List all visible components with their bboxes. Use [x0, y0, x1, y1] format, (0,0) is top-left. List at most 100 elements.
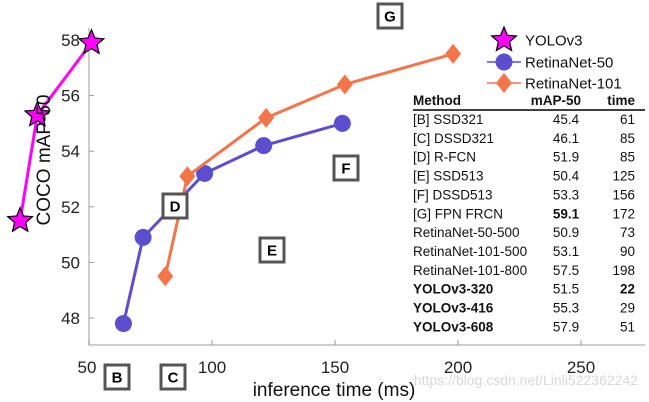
table-row: YOLOv3-416 55.3 29	[413, 301, 635, 316]
cell-time: 29	[620, 301, 635, 316]
x-axis-title: inference time (ms)	[253, 380, 416, 401]
table-header-time: time	[607, 93, 635, 108]
table-row: [G] FPN FRCN 59.1 172	[413, 206, 635, 221]
annotation-label: F	[341, 161, 350, 178]
data-point	[179, 166, 196, 187]
data-point	[77, 28, 106, 55]
cell-method: [F] DSSD513	[413, 187, 493, 202]
cell-time: 125	[612, 169, 635, 184]
x-tick-label: 50	[78, 358, 97, 377]
annotation-frame	[258, 236, 286, 264]
cell-method: RetinaNet-101-500	[413, 244, 527, 259]
data-point	[258, 107, 275, 128]
table-header-map: mAP-50	[531, 93, 581, 108]
cell-map: 53.3	[553, 187, 579, 202]
cell-method: [D] R-FCN	[413, 150, 476, 165]
legend-item-yolov3: YOLOv3	[490, 25, 583, 52]
cell-method: YOLOv3-416	[413, 301, 494, 316]
cell-time: 61	[620, 112, 635, 127]
cell-method: RetinaNet-101-800	[413, 263, 527, 278]
y-tick-label: 58	[61, 31, 80, 50]
legend-marker	[496, 73, 512, 93]
cell-time: 22	[620, 282, 635, 297]
x-tick-label: 150	[321, 358, 349, 377]
legend-item-retinanet-50: RetinaNet-50	[487, 53, 613, 72]
cell-method: [C] DSSD321	[413, 131, 494, 146]
cell-time: 90	[620, 244, 635, 259]
table-row: [D] R-FCN 51.9 85	[413, 150, 635, 165]
cell-method: [E] SSD513	[413, 169, 484, 184]
data-point	[445, 43, 462, 64]
x-tick-label: 250	[567, 358, 595, 377]
series-yolov3	[6, 28, 106, 233]
cell-method: YOLOv3-608	[413, 319, 494, 334]
annotation-frame	[376, 2, 404, 30]
annotation-frame	[161, 192, 189, 220]
table-row: [B] SSD321 45.4 61	[413, 112, 635, 127]
annotation-frame	[103, 363, 131, 391]
cell-time: 198	[612, 263, 635, 278]
data-point	[114, 315, 132, 333]
data-point	[6, 206, 34, 233]
data-point	[134, 228, 152, 246]
legend-marker	[490, 25, 518, 52]
cell-time: 85	[620, 131, 635, 146]
cell-map: 57.9	[553, 319, 579, 334]
legend: YOLOv3 RetinaNet-50 RetinaNet-101	[487, 25, 622, 93]
cell-map: 57.5	[553, 263, 579, 278]
legend-label: RetinaNet-50	[525, 55, 613, 72]
annotations: B C D E F G	[103, 2, 404, 391]
annotation-label: B	[112, 370, 123, 387]
series-line	[18, 41, 93, 221]
cell-map: 51.5	[553, 282, 579, 297]
data-point	[255, 137, 273, 155]
cell-map: 51.9	[553, 150, 579, 165]
cell-method: [G] FPN FRCN	[413, 206, 503, 221]
cell-map: 45.4	[553, 112, 580, 127]
annotation-label: C	[168, 370, 179, 387]
cell-time: 85	[620, 150, 635, 165]
cell-time: 156	[612, 187, 635, 202]
cell-method: [B] SSD321	[413, 112, 484, 127]
cell-time: 172	[612, 206, 635, 221]
series-line	[121, 121, 343, 324]
series-line	[163, 52, 454, 277]
annotation-label: G	[384, 9, 396, 26]
table-row: RetinaNet-50-500 50.9 73	[413, 225, 635, 240]
results-table: Method mAP-50 time [B] SSD321 45.4 61 [C] DSSD…	[413, 93, 645, 334]
legend-marker	[495, 53, 513, 71]
cell-map: 50.4	[553, 169, 580, 184]
annotation-box-g: G	[376, 2, 404, 30]
data-point	[336, 74, 353, 95]
x-tick-label: 100	[198, 358, 226, 377]
y-tick-label: 52	[61, 198, 80, 217]
table-row: RetinaNet-101-500 53.1 90	[413, 244, 635, 259]
legend-label: YOLOv3	[525, 33, 583, 50]
series-retinanet-50	[114, 114, 351, 333]
annotation-label: D	[170, 199, 181, 216]
table-row: RetinaNet-101-800 57.5 198	[413, 263, 635, 278]
cell-map: 59.1	[553, 206, 580, 221]
table-row: YOLOv3-320 51.5 22	[413, 282, 635, 297]
data-point	[333, 114, 351, 132]
cell-map: 53.1	[553, 244, 579, 259]
table-row: YOLOv3-608 57.9 51	[413, 319, 635, 334]
annotation-box-f: F	[332, 154, 360, 182]
annotation-box-d: D	[161, 192, 189, 220]
y-tick-label: 56	[61, 87, 80, 106]
series-layer	[6, 28, 462, 333]
watermark: https://blog.csdn.net/Linli522362242	[414, 372, 638, 388]
data-point	[23, 100, 52, 127]
y-axis-title: COCO mAP-50	[34, 95, 55, 226]
annotation-label: E	[267, 243, 277, 260]
annotation-box-e: E	[258, 236, 286, 264]
y-tick-label: 54	[61, 142, 80, 161]
table-row: [F] DSSD513 53.3 156	[413, 187, 635, 202]
annotation-box-c: C	[159, 363, 187, 391]
legend-item-retinanet-101: RetinaNet-101	[487, 73, 622, 93]
data-point	[196, 164, 214, 182]
cell-time: 73	[620, 225, 635, 240]
x-tick-label: 200	[444, 358, 472, 377]
y-tick-label: 50	[61, 253, 80, 272]
